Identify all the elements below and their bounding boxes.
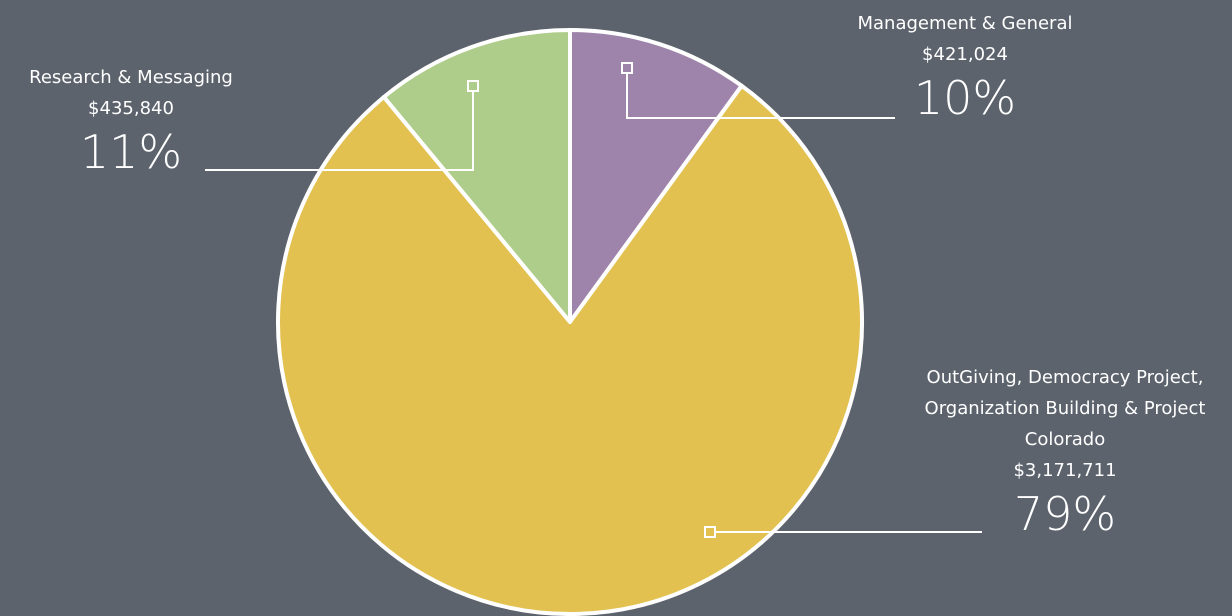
category-label: Research & Messaging	[29, 67, 233, 88]
leader-marker	[621, 62, 633, 74]
pie-slice	[381, 28, 572, 324]
category-label: OutGiving, Democracy Project, Organizati…	[924, 367, 1206, 450]
pie-slice	[568, 28, 744, 324]
label-group: OutGiving, Democracy Project, Organizati…	[900, 362, 1230, 542]
leader-marker	[467, 80, 479, 92]
percent-label: 11%	[79, 125, 183, 179]
leader-line	[205, 91, 474, 171]
category-label: Management & General	[857, 13, 1073, 34]
percent-label: 10%	[913, 71, 1017, 125]
percent-label: 79%	[1013, 487, 1117, 541]
label-group: Management & General $421,024 10%	[815, 8, 1115, 126]
amount-label: $421,024	[922, 44, 1008, 65]
label-group: Research & Messaging $435,840 11%	[0, 62, 262, 180]
pie-slice	[276, 83, 864, 616]
leaders	[205, 62, 982, 538]
amount-label: $3,171,711	[1013, 460, 1117, 481]
pie	[276, 28, 864, 616]
leader-line	[626, 73, 895, 119]
amount-label: $435,840	[88, 98, 174, 119]
leader-marker	[704, 526, 716, 538]
